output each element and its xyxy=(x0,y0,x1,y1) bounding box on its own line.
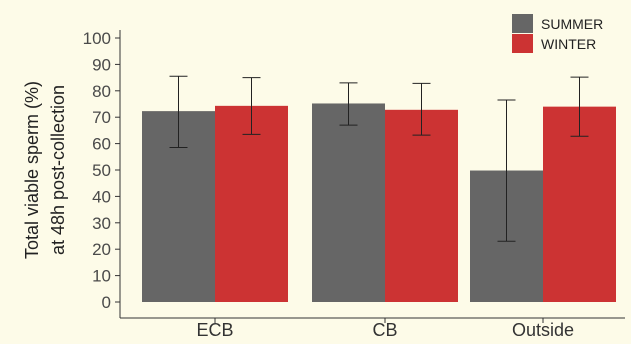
y-tick-label: 10 xyxy=(92,267,111,286)
y-tick-label: 80 xyxy=(92,82,111,101)
legend: SUMMER WINTER xyxy=(512,14,603,53)
x-axis: ECB CB Outside xyxy=(120,317,625,340)
bar-winter-outside xyxy=(543,106,616,302)
bar-winter-ecb xyxy=(215,105,288,303)
bar-winter-cb xyxy=(385,109,458,302)
legend-swatch-summer xyxy=(512,14,533,33)
y-axis-title: Total viable sperm (%) at 48h post-colle… xyxy=(22,81,68,259)
y-tick-label: 100 xyxy=(83,29,111,48)
x-tick-label-cb: CB xyxy=(372,320,397,340)
y-axis-title-line1: Total viable sperm (%) xyxy=(22,81,42,259)
legend-swatch-winter xyxy=(512,34,533,53)
bars xyxy=(142,103,616,303)
legend-label-summer: SUMMER xyxy=(541,16,603,32)
y-tick-label: 30 xyxy=(92,214,111,233)
y-tick-label: 20 xyxy=(92,240,111,259)
y-tick-label: 50 xyxy=(92,161,111,180)
bar-summer-cb xyxy=(312,103,385,302)
y-tick-label: 60 xyxy=(92,135,111,154)
x-tick-label-ecb: ECB xyxy=(196,320,233,340)
y-axis: 0 10 20 30 40 50 60 70 80 90 100 xyxy=(83,29,121,318)
y-tick-label: 90 xyxy=(92,55,111,74)
legend-label-winter: WINTER xyxy=(541,36,596,52)
y-tick-label: 0 xyxy=(102,293,111,312)
y-tick-label: 40 xyxy=(92,187,111,206)
y-tick-label: 70 xyxy=(92,108,111,127)
y-axis-title-line2: at 48h post-collection xyxy=(48,85,68,255)
x-tick-label-outside: Outside xyxy=(512,320,574,340)
error-bars xyxy=(169,75,589,242)
